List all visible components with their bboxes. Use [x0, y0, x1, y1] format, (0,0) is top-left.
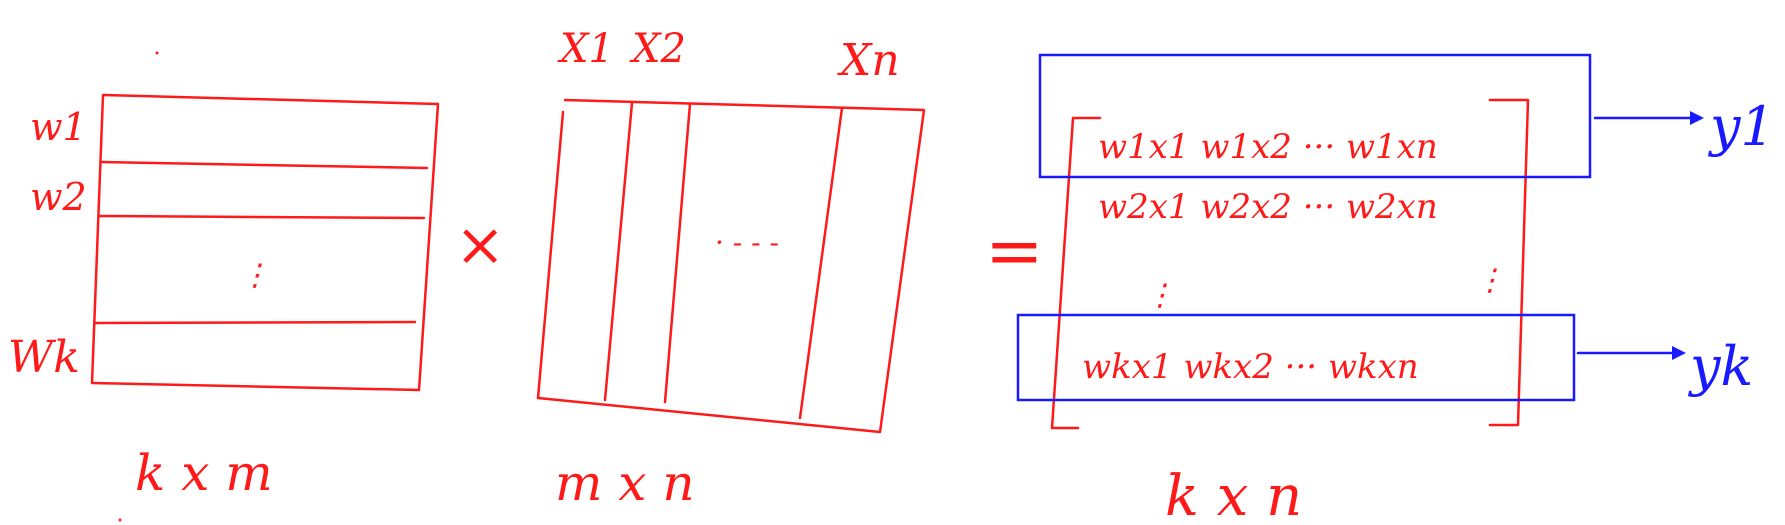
matrix-x-column-line [603, 101, 634, 402]
first-output-arrowhead [1690, 111, 1704, 125]
stray-dot [155, 51, 159, 55]
x-dimensions: m x n [555, 454, 695, 512]
matrix-x-outline [536, 98, 926, 434]
w-row-label-k: Wk [8, 332, 80, 383]
result-dimensions: k x n [1165, 464, 1302, 525]
multiply-sign: × [455, 210, 505, 280]
last-row-highlight-box [1016, 313, 1576, 402]
result-row-k: wkx1 wkx2 ··· wkxn [1082, 347, 1419, 387]
matrix-w-row-line [93, 320, 417, 325]
matrix-w-row-line [98, 214, 426, 220]
x-column-label-1: X1 [557, 26, 614, 72]
last-output-arrowhead [1672, 346, 1686, 360]
matrix-x-left-edge [536, 110, 565, 400]
result-vertical-dots-right: ⋮ [1475, 263, 1505, 298]
result-left-bracket [1050, 116, 1102, 430]
w-row-label-2: w2 [30, 175, 87, 219]
matrix-x-column-line [798, 106, 844, 420]
w-row-label-1: w1 [30, 105, 87, 149]
x-column-label-n: Xn [837, 35, 900, 86]
equals-sign: = [985, 210, 1044, 292]
matrix-x: X1 X2 Xn · - - - m x n [536, 26, 926, 512]
output-yk: yk [1688, 335, 1753, 398]
first-row-highlight-box [1038, 53, 1592, 179]
output-annotations: y1 yk [1016, 53, 1775, 402]
matrix-result: w1x1 w1x2 ··· w1xn w2x1 w2x2 ··· w2xn ⋮ … [1050, 98, 1530, 525]
matrix-w: w1 w2 ⋮ Wk k x m [8, 93, 440, 502]
x-column-label-2: X2 [629, 26, 686, 72]
matrix-x-column-line [663, 102, 692, 404]
result-row-1: w1x1 w1x2 ··· w1xn [1098, 127, 1438, 167]
w-vertical-dots: ⋮ [240, 258, 270, 293]
output-y1: y1 [1708, 95, 1775, 158]
w-dimensions: k x m [135, 444, 273, 502]
result-vertical-dots-left: ⋮ [1145, 278, 1175, 313]
matrix-w-outline [90, 93, 440, 392]
stray-dot [118, 518, 122, 522]
result-right-bracket [1488, 98, 1530, 427]
x-horizontal-dots: · - - - [715, 226, 779, 259]
result-row-2: w2x1 w2x2 ··· w2xn [1098, 187, 1438, 227]
matrix-w-row-line [99, 160, 429, 170]
